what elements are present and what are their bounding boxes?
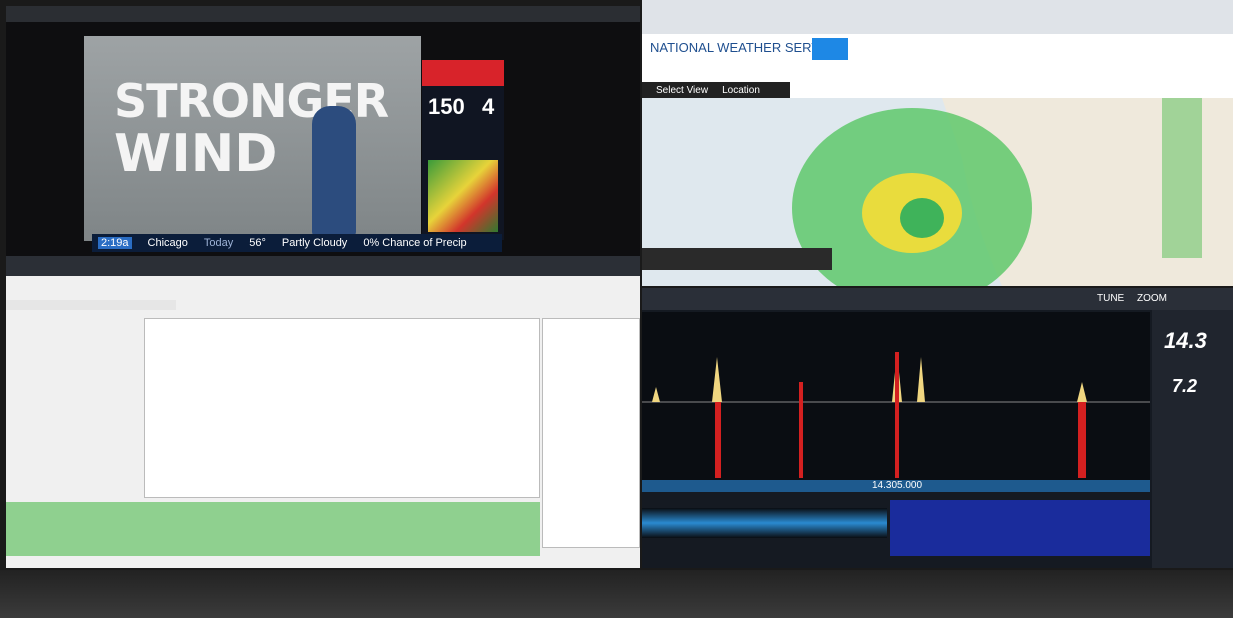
- ticker-time: 2:19a: [98, 237, 132, 249]
- sdr-button[interactable]: ZOOM: [1137, 293, 1167, 304]
- list-pane: [542, 318, 640, 548]
- sdr-button[interactable]: TUNE: [1097, 293, 1124, 304]
- frequency: 14.305.000: [872, 480, 922, 491]
- spectrum: [642, 312, 1150, 488]
- nws-panel: NATIONAL WEATHER SERVICE Select View Loc…: [642, 0, 1233, 286]
- status-area: [6, 502, 540, 556]
- waterfall-trace: [895, 352, 899, 478]
- screen: STRONGER WIND 150 4 2:19a Chicago Today …: [0, 0, 1233, 618]
- audio-spectrum: [890, 500, 1150, 556]
- map-controls: [642, 248, 832, 270]
- app-toolbar: [6, 300, 176, 310]
- vfo-b: 7.2: [1172, 376, 1197, 397]
- map-toolbar: Select View Location: [642, 82, 790, 98]
- waterfall-trace: [799, 382, 803, 478]
- wind-speed: 150: [428, 94, 465, 120]
- toolbar-item[interactable]: Select View: [656, 85, 708, 96]
- waterfall-trace: [715, 402, 721, 478]
- page: Monitor screenshot {"tv": {"headline_lin…: [0, 0, 1233, 618]
- radar-map: [642, 98, 1233, 286]
- nws-button[interactable]: [812, 38, 848, 60]
- card-header: [422, 60, 504, 86]
- headline: WIND: [114, 124, 277, 184]
- reporter: [312, 106, 356, 236]
- monitor-bezel: [0, 570, 1233, 618]
- browser-tabs: [6, 6, 640, 22]
- ticker-condition: Partly Cloudy: [282, 237, 347, 249]
- app-panel: [6, 256, 640, 568]
- vfo-a: 14.3: [1164, 328, 1207, 354]
- ticker-day: Today: [204, 237, 233, 249]
- browser-chrome: [642, 0, 1233, 34]
- storm-card: 150 4: [422, 60, 504, 240]
- ticker-precip: 0% Chance of Precip: [363, 237, 466, 249]
- waterfall-trace: [1078, 402, 1086, 478]
- audio-wave: [642, 508, 887, 538]
- app-titlebar: [6, 256, 640, 276]
- sdr-panel: TUNE ZOOM 14.305.000 14.3 7.2: [642, 288, 1233, 568]
- ticker-city: Chicago: [148, 237, 188, 249]
- category: 4: [482, 94, 494, 120]
- radar-eye: [900, 198, 944, 238]
- ticker-temp: 56°: [249, 237, 266, 249]
- toolbar-item[interactable]: Location: [722, 85, 760, 96]
- radar-echo: [1162, 98, 1202, 258]
- radar-thumb: [428, 160, 498, 232]
- video-frame: STRONGER WIND: [84, 36, 421, 241]
- vfo-panel: 14.3 7.2: [1152, 310, 1233, 568]
- text-pane: [144, 318, 540, 498]
- tv-panel: STRONGER WIND 150 4 2:19a Chicago Today …: [6, 6, 640, 256]
- ticker: 2:19a Chicago Today 56° Partly Cloudy 0%…: [92, 234, 502, 252]
